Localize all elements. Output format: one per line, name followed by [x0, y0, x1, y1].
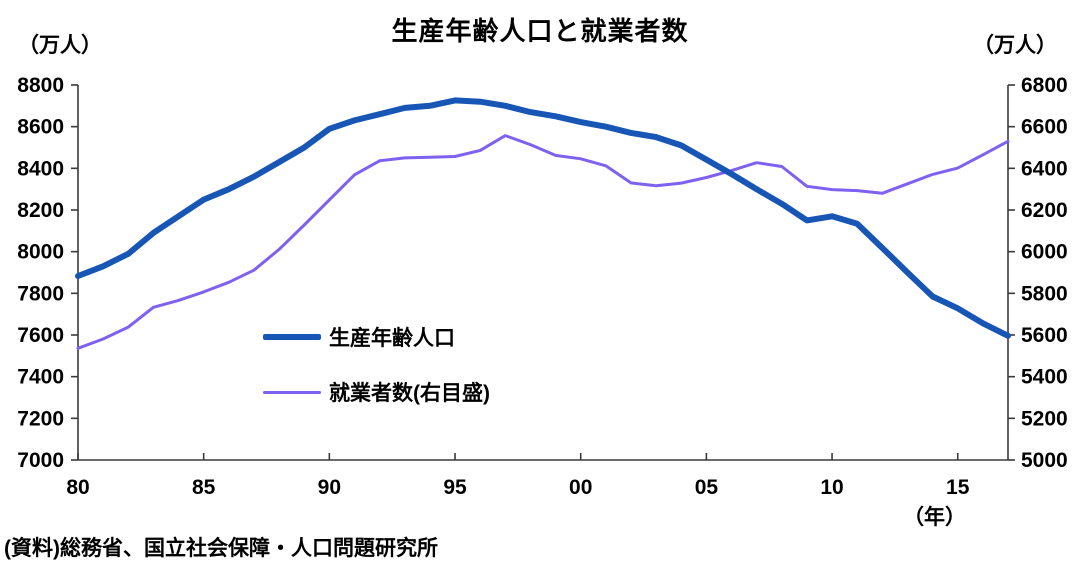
left-axis-tick-label: 7600 [17, 324, 64, 347]
employment-line-swatch [263, 390, 321, 394]
left-axis-unit-label: （万人） [18, 34, 102, 57]
right-axis-unit-label: （万人） [973, 34, 1057, 57]
x-axis-tick-label: 90 [318, 476, 341, 499]
right-axis-tick-label: 6400 [1021, 157, 1068, 180]
legend-item-working-age: 生産年齢人口 [263, 322, 490, 352]
legend-label-working-age: 生産年齢人口 [329, 327, 455, 350]
x-axis-tick-label: 05 [695, 476, 719, 499]
right-axis-tick-label: 6800 [1021, 74, 1068, 97]
working-age-population-line [75, 97, 1011, 339]
right-axis-tick-label: 6000 [1021, 241, 1068, 264]
source-note: (資料)総務省、国立社会保障・人口問題研究所 [4, 537, 438, 560]
legend-item-employment: 就業者数(右目盛) [263, 377, 490, 407]
x-axis-tick-label: 10 [820, 476, 843, 499]
left-axis-tick-label: 7000 [17, 449, 64, 472]
left-axis-tick-label: 7400 [17, 366, 64, 389]
working-age-line-swatch [263, 334, 321, 340]
legend-label-employment: 就業者数(右目盛) [329, 382, 490, 405]
x-axis-unit-label: （年） [903, 506, 966, 529]
right-axis-tick-label: 5400 [1021, 366, 1068, 389]
right-axis-tick-label: 6200 [1021, 199, 1068, 222]
x-axis-tick-label: 95 [443, 476, 467, 499]
left-axis-tick-label: 8200 [17, 199, 64, 222]
x-axis-tick-label: 15 [946, 476, 970, 499]
left-axis-tick-label: 8400 [17, 157, 64, 180]
right-axis-tick-label: 5800 [1021, 282, 1068, 305]
employment-line [76, 134, 1010, 350]
chart-title: 生産年齢人口と就業者数 [391, 16, 689, 46]
left-axis-tick-label: 8800 [17, 74, 64, 97]
left-axis-tick-label: 7800 [17, 282, 64, 305]
left-axis-tick-label: 7200 [17, 407, 64, 430]
right-axis-tick-label: 6600 [1021, 116, 1068, 139]
left-axis-tick-label: 8600 [17, 116, 64, 139]
x-axis-tick-label: 80 [66, 476, 89, 499]
left-axis-tick-label: 8000 [17, 241, 64, 264]
x-axis-tick-label: 00 [569, 476, 592, 499]
right-axis-tick-label: 5200 [1021, 407, 1068, 430]
chart-legend: 生産年齢人口 就業者数(右目盛) [263, 322, 490, 432]
right-axis-tick-label: 5000 [1021, 449, 1068, 472]
right-axis-tick-label: 5600 [1021, 324, 1068, 347]
x-axis-tick-label: 85 [192, 476, 216, 499]
